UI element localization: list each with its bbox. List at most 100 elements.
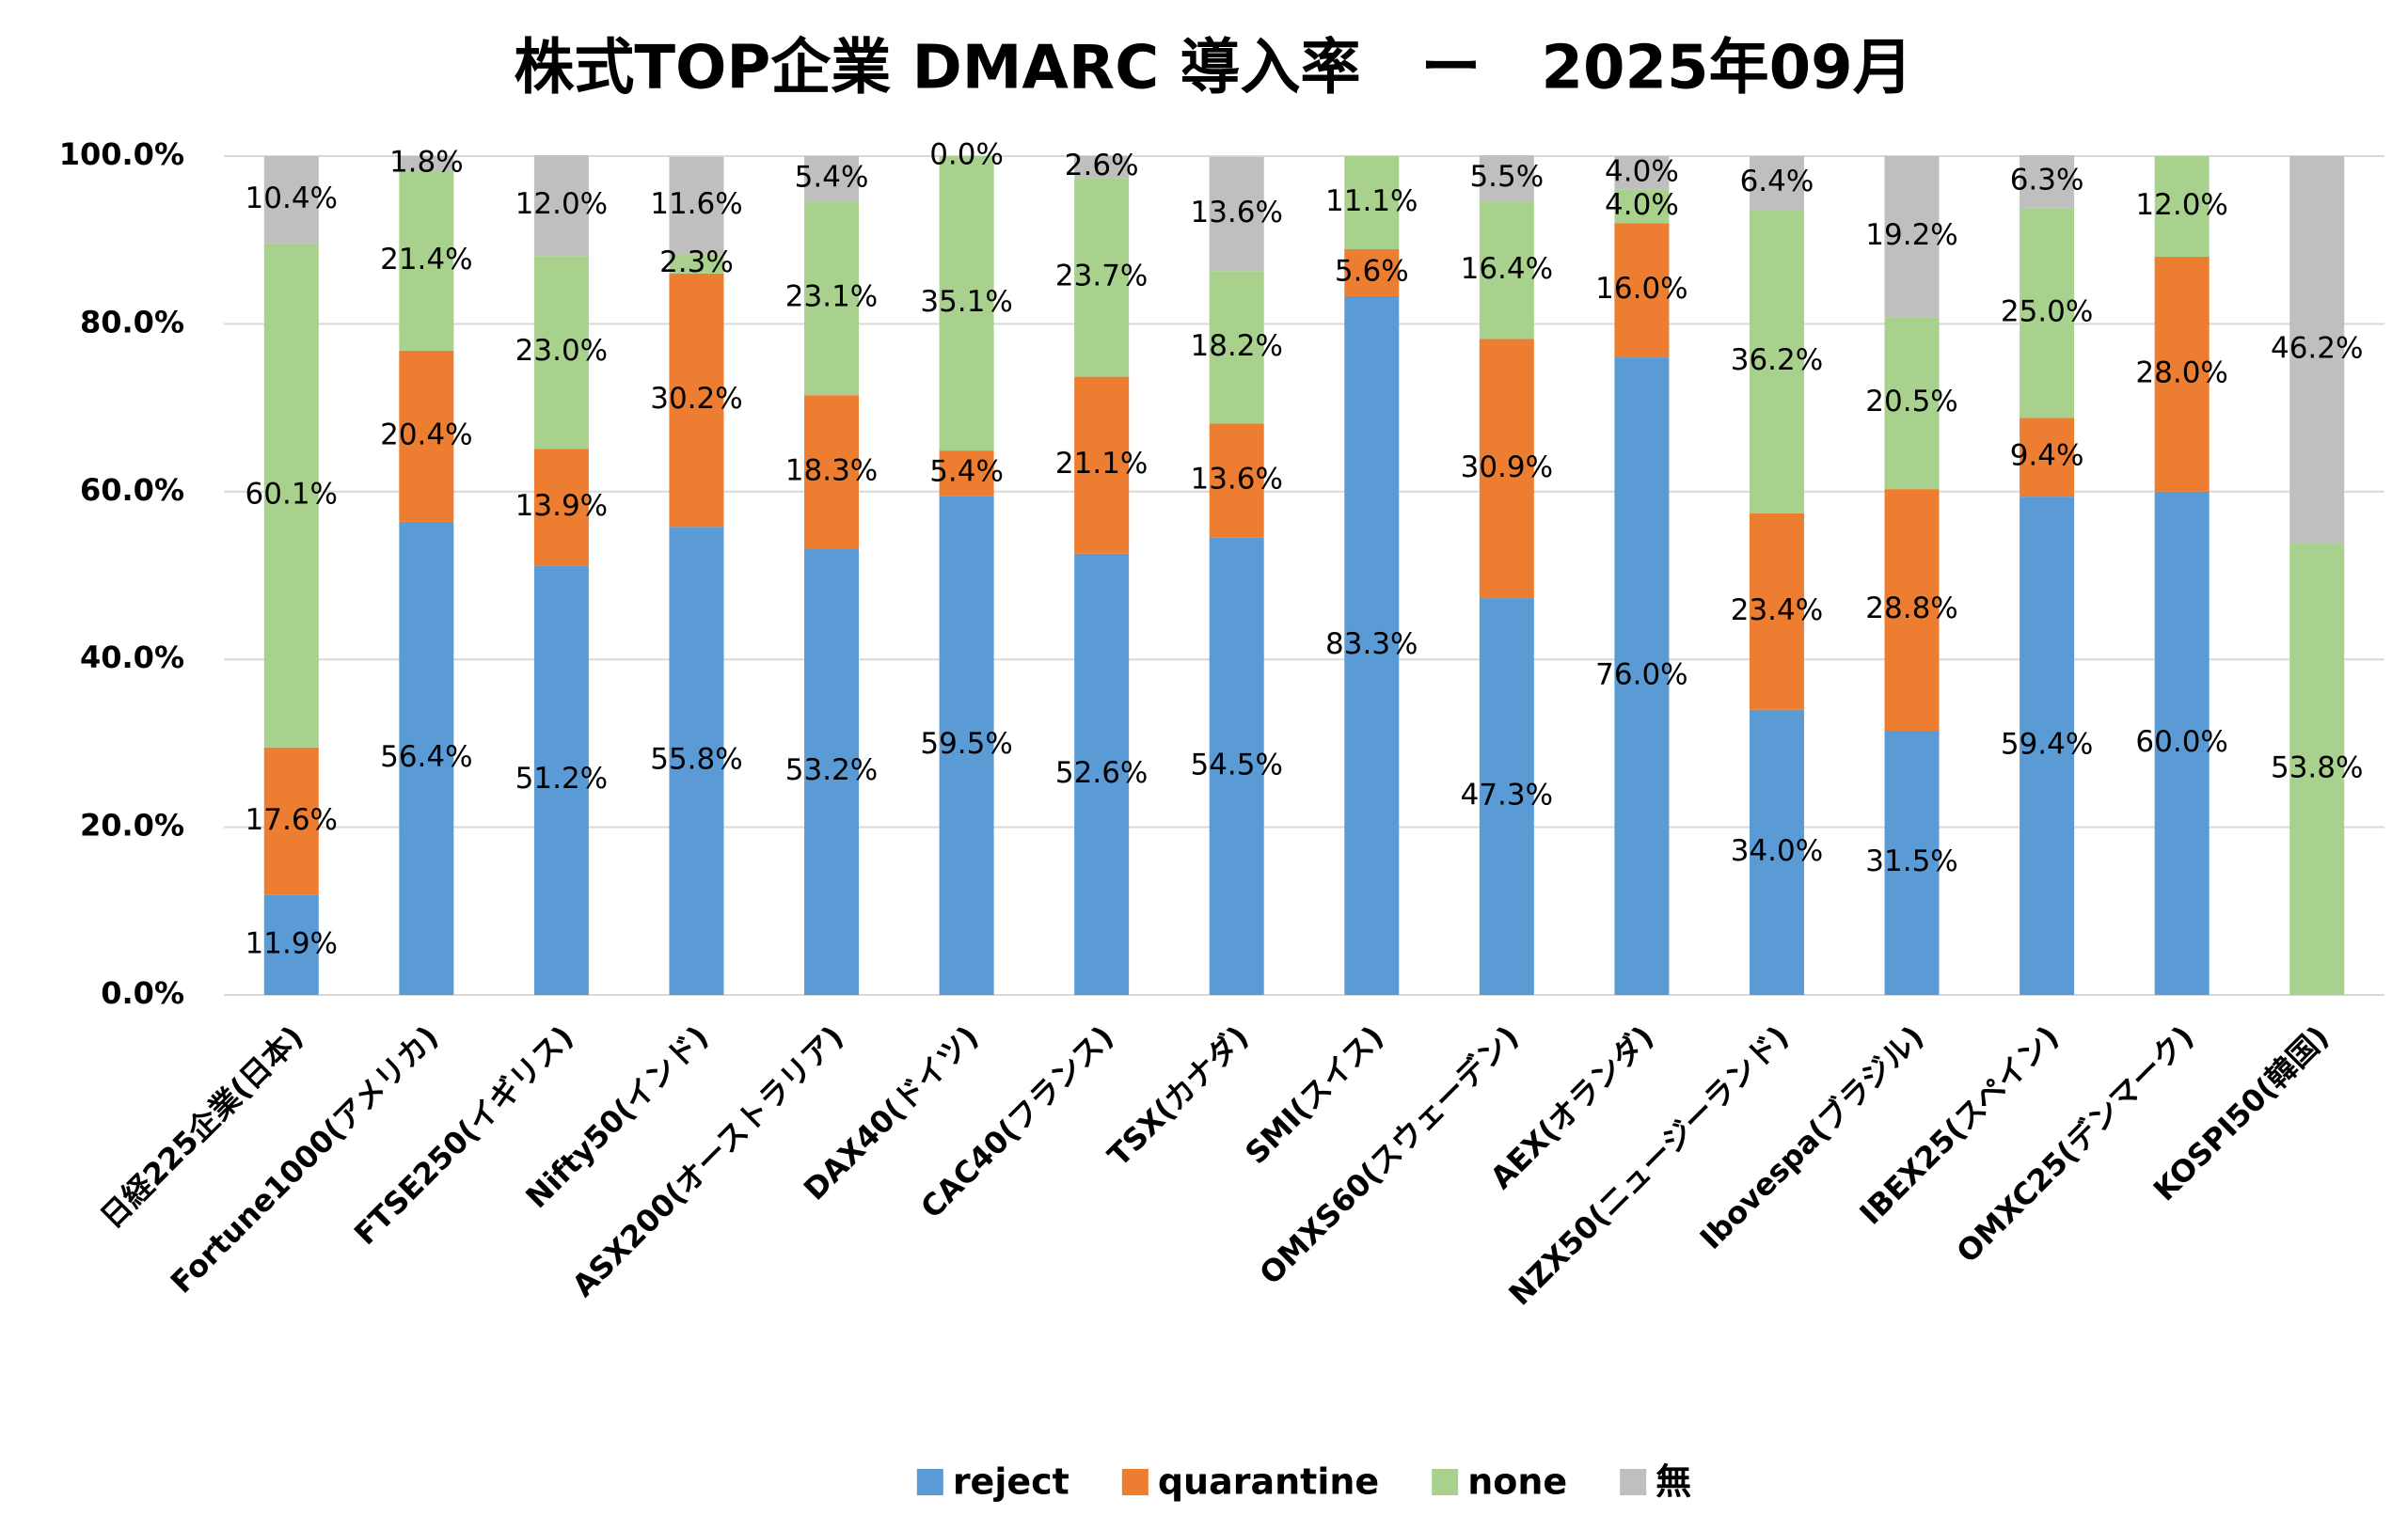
- bar-segment: [263, 747, 319, 895]
- bar-segment: [1344, 156, 1400, 250]
- y-tick-label: 40.0%: [80, 639, 184, 675]
- data-label: 34.0%: [1731, 834, 1823, 868]
- bar-segment: [1884, 156, 1940, 318]
- bar-segment: [669, 527, 724, 995]
- data-label: 35.1%: [920, 285, 1012, 319]
- bar-segment: [1209, 156, 1264, 272]
- bar-segment: [2289, 544, 2345, 995]
- bar-segment: [533, 449, 589, 566]
- legend-swatch: [916, 1469, 943, 1495]
- data-label: 23.7%: [1055, 259, 1148, 292]
- data-label: 59.4%: [2001, 728, 2093, 762]
- legend-swatch: [1620, 1469, 1647, 1495]
- data-label: 12.0%: [515, 187, 608, 221]
- data-label: 16.0%: [1595, 272, 1687, 306]
- data-label: 19.2%: [1865, 218, 1957, 252]
- x-tick-label: ASX200(オーストラリア): [565, 1018, 850, 1303]
- data-label: 18.2%: [1190, 329, 1282, 363]
- bar-segment: [2020, 208, 2075, 418]
- data-label: 5.6%: [1335, 254, 1409, 288]
- y-tick-label: 60.0%: [80, 472, 184, 508]
- legend-label: reject: [953, 1461, 1069, 1503]
- bar-segment: [1749, 156, 1804, 211]
- x-tick-label: TSX(カナダ): [1101, 1018, 1256, 1174]
- bar-segment: [1884, 731, 1940, 995]
- x-tick-label: OMXC25(デンマーク): [1949, 1018, 2200, 1270]
- data-label: 28.0%: [2135, 355, 2227, 389]
- data-label: 13.6%: [1190, 196, 1282, 229]
- data-label: 51.2%: [515, 762, 608, 796]
- x-tick-label: FTSE250(イギリス): [347, 1018, 580, 1252]
- data-label: 6.4%: [1740, 165, 1814, 198]
- data-label: 17.6%: [246, 803, 338, 837]
- bar-segment: [669, 273, 724, 528]
- bar-segment: [1749, 709, 1804, 995]
- bar-segment: [2020, 155, 2075, 209]
- data-label: 36.2%: [1731, 343, 1823, 377]
- y-tick-label: 0.0%: [101, 975, 184, 1011]
- bar-segment: [1074, 553, 1130, 995]
- bar-segment: [804, 548, 860, 995]
- data-label: 18.3%: [785, 453, 878, 487]
- data-label: 20.5%: [1865, 385, 1957, 418]
- x-tick-label: Ibovespa(ブラジル): [1693, 1018, 1931, 1256]
- bar-segment: [1074, 178, 1130, 377]
- data-label: 13.6%: [1190, 463, 1282, 497]
- bar-segment: [1749, 210, 1804, 513]
- bar-segment: [1209, 271, 1264, 424]
- bar-segment: [1074, 156, 1130, 179]
- bar-segment: [1884, 489, 1940, 732]
- bar-segment: [2154, 491, 2210, 995]
- bar-segment: [2154, 257, 2210, 492]
- data-label: 1.8%: [389, 146, 464, 180]
- data-label: 52.6%: [1055, 756, 1148, 790]
- data-label: 25.0%: [2001, 294, 2093, 328]
- data-label: 56.4%: [380, 740, 472, 774]
- bar-segment: [533, 256, 589, 450]
- bar-segment: [1614, 189, 1670, 224]
- bar-segment: [2020, 497, 2075, 995]
- bar-segment: [1749, 513, 1804, 710]
- legend-swatch: [1121, 1469, 1149, 1495]
- bar-segment: [669, 156, 724, 255]
- data-label: 53.8%: [2271, 751, 2363, 785]
- data-label: 12.0%: [2135, 188, 2227, 222]
- x-tick-label: SMI(スイス): [1238, 1018, 1390, 1171]
- bar-segment: [1479, 598, 1534, 995]
- chart-title: 株式TOP企業 DMARC 導入率 ー 2025年09月: [514, 34, 1912, 103]
- bar-segment: [939, 450, 994, 497]
- bar-segment: [669, 254, 724, 274]
- data-label: 21.4%: [380, 243, 472, 276]
- x-tick-label: OMXS60(スウェーデン): [1253, 1018, 1526, 1291]
- bar-segment: [1479, 155, 1534, 202]
- bar-segment: [1884, 317, 1940, 490]
- data-label: 5.4%: [795, 161, 869, 195]
- data-label: 47.3%: [1461, 779, 1553, 813]
- data-label: 83.3%: [1325, 627, 1418, 661]
- bar-segment: [804, 395, 860, 549]
- data-label: 53.2%: [785, 753, 878, 787]
- bar-segment: [1479, 339, 1534, 599]
- data-label: 28.8%: [1865, 592, 1957, 625]
- bar-segment: [939, 496, 994, 995]
- data-label: 11.1%: [1325, 184, 1418, 218]
- data-label: 21.1%: [1055, 447, 1148, 481]
- bar-segment: [2020, 418, 2075, 497]
- bar-segment: [263, 894, 319, 995]
- bar-segment: [1614, 223, 1670, 358]
- data-label: 30.2%: [650, 382, 742, 416]
- legend-label: none: [1467, 1461, 1567, 1503]
- bar-segment: [2154, 156, 2210, 258]
- bar-segment: [399, 521, 454, 995]
- data-label: 9.4%: [2010, 439, 2084, 473]
- data-label: 76.0%: [1595, 658, 1687, 692]
- data-label: 13.9%: [515, 489, 608, 523]
- bar-segment: [1614, 156, 1670, 190]
- bar-segment: [263, 243, 319, 748]
- legend-label: 無: [1656, 1461, 1691, 1503]
- data-label: 30.9%: [1461, 450, 1553, 484]
- bar-segment: [939, 156, 994, 451]
- bar-segment: [1614, 357, 1670, 996]
